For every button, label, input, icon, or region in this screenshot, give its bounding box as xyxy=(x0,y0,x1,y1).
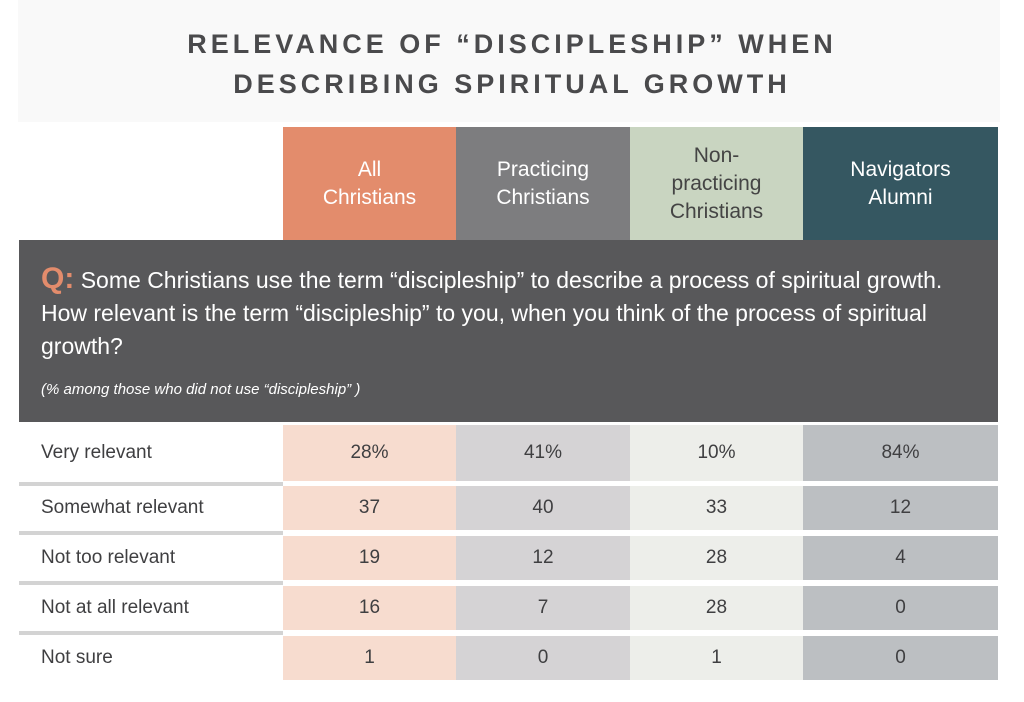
question-text: Some Christians use the term “disciplesh… xyxy=(41,267,943,359)
title-line-1: RELEVANCE OF “DISCIPLESHIP” WHEN xyxy=(187,29,837,59)
title-line-2: DESCRIBING SPIRITUAL GROWTH xyxy=(233,69,791,99)
table-cell: 33 xyxy=(630,486,803,530)
table-cell: 10% xyxy=(630,425,803,481)
table-cell: 28 xyxy=(630,586,803,630)
column-header-non-practicing-christians: Non-practicing Christians xyxy=(630,127,803,240)
header-line: All xyxy=(357,157,382,181)
table-cell: 1 xyxy=(630,636,803,680)
table-cell: 40 xyxy=(456,486,630,530)
table-cell: 16 xyxy=(283,586,456,630)
table-cell: 0 xyxy=(803,636,998,680)
column-header-all-christians: All Christians xyxy=(283,127,456,240)
chart-title: RELEVANCE OF “DISCIPLESHIP” WHEN DESCRIB… xyxy=(0,24,1024,104)
header-line: Christians xyxy=(669,199,764,223)
header-line: Christians xyxy=(496,185,590,209)
table-cell: 12 xyxy=(456,536,630,580)
table-cell: 28 xyxy=(630,536,803,580)
table-cell: 28% xyxy=(283,425,456,481)
table-cell: 0 xyxy=(803,586,998,630)
table-cell: 1 xyxy=(283,636,456,680)
header-line: Navigators xyxy=(850,157,951,181)
row-label: Not too relevant xyxy=(19,536,283,580)
row-divider xyxy=(19,581,283,585)
table-row: Not sure 1 0 1 0 xyxy=(19,636,998,680)
table-cell: 0 xyxy=(456,636,630,680)
table-cell: 84% xyxy=(803,425,998,481)
table-cell: 37 xyxy=(283,486,456,530)
row-divider xyxy=(19,531,283,535)
header-line: Christians xyxy=(322,185,417,209)
header-line: practicing xyxy=(671,171,762,195)
table-row: Not at all relevant 16 7 28 0 xyxy=(19,586,998,630)
header-line: Practicing xyxy=(496,157,590,181)
table-cell: 41% xyxy=(456,425,630,481)
header-line: Non- xyxy=(693,143,740,167)
table-cell: 4 xyxy=(803,536,998,580)
table-row: Very relevant 28% 41% 10% 84% xyxy=(19,425,998,481)
table-cell: 7 xyxy=(456,586,630,630)
row-divider xyxy=(19,631,283,635)
row-label: Not at all relevant xyxy=(19,586,283,630)
header-line: Alumni xyxy=(868,185,933,209)
table-cell: 19 xyxy=(283,536,456,580)
title-background xyxy=(18,0,1000,122)
question-note: (% among those who did not use “disciple… xyxy=(41,381,361,398)
row-label: Somewhat relevant xyxy=(19,486,283,530)
row-label: Very relevant xyxy=(19,425,283,481)
question-prefix: Q: xyxy=(41,262,75,295)
table-row: Somewhat relevant 37 40 33 12 xyxy=(19,486,998,530)
column-header-navigators-alumni: Navigators Alumni xyxy=(803,127,998,240)
column-header-practicing-christians: Practicing Christians xyxy=(456,127,630,240)
table-cell: 12 xyxy=(803,486,998,530)
row-divider xyxy=(19,482,283,486)
table-row: Not too relevant 19 12 28 4 xyxy=(19,536,998,580)
row-label: Not sure xyxy=(19,636,283,680)
question-box: Q: Some Christians use the term “discipl… xyxy=(19,240,998,422)
